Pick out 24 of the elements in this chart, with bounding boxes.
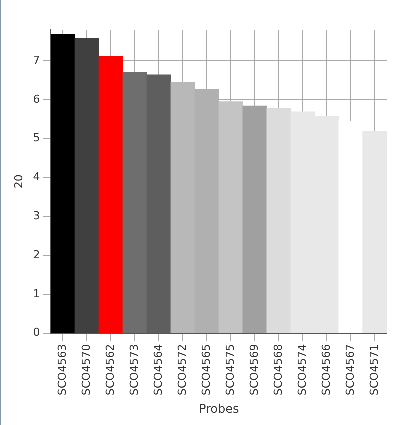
y-tick-label: 3: [33, 209, 40, 222]
y-tick-label: 0: [33, 326, 40, 340]
y-tick-label: 1: [33, 287, 40, 300]
y-tick-label: 6: [33, 92, 40, 106]
x-tick-label: SCO4571: [368, 344, 381, 396]
x-tick-label: SCO4568: [272, 344, 285, 396]
x-tick-label: SCO4567: [344, 344, 357, 396]
y-axis-title: 20: [12, 174, 26, 189]
y-tick-label: 4: [33, 170, 40, 184]
x-axis-title: Probes: [198, 402, 240, 416]
x-tick-label: SCO4562: [104, 344, 118, 396]
x-tick-label: SCO4575: [224, 344, 237, 396]
x-tick-label: SCO4564: [152, 344, 165, 396]
x-tick-label: SCO4570: [80, 344, 94, 396]
x-tick-label: SCO4573: [128, 344, 142, 396]
y-tick-label: 2: [33, 248, 40, 262]
x-tick-label: SCO4563: [56, 344, 70, 396]
x-tick-label: SCO4566: [320, 344, 333, 396]
y-tick-label: 5: [33, 132, 40, 145]
x-tick-label: SCO4565: [200, 344, 213, 396]
x-tick-label: SCO4572: [176, 344, 189, 396]
x-tick-label: SCO4569: [248, 344, 261, 396]
y-tick-label: 7: [33, 54, 40, 67]
x-tick-label: SCO4574: [296, 344, 309, 396]
